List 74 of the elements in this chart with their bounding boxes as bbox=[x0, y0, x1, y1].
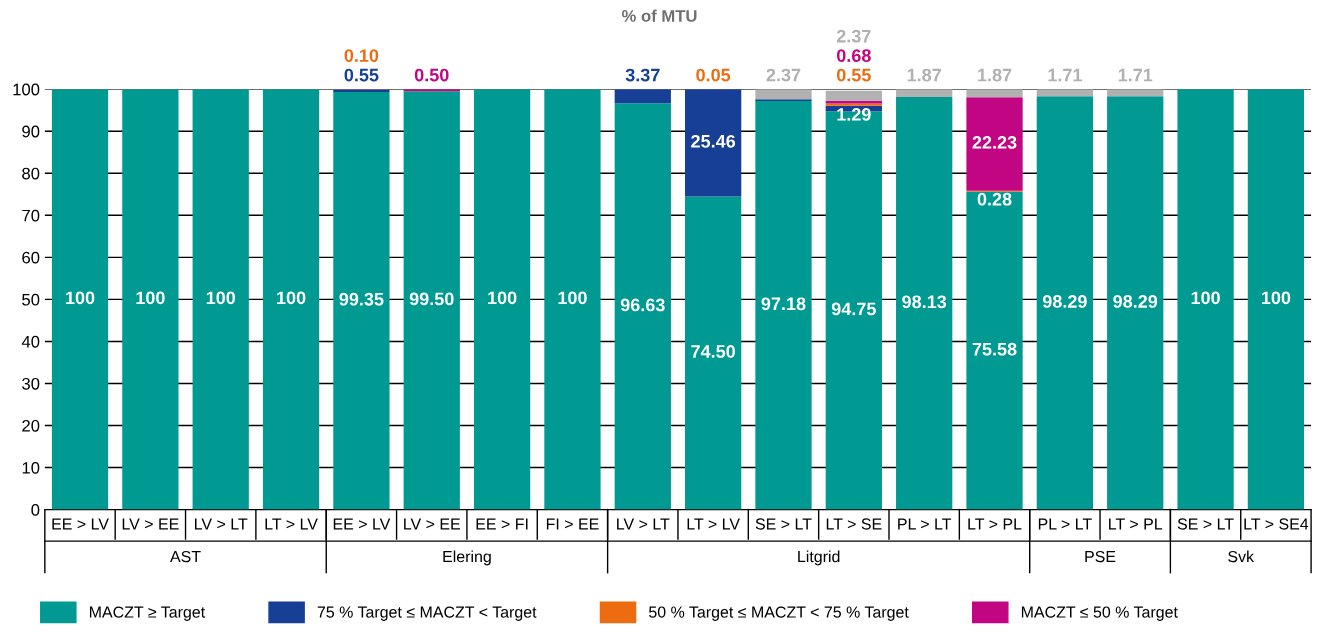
data-label: 98.29 bbox=[1042, 295, 1087, 308]
data-label: 100 bbox=[558, 291, 587, 305]
data-label: 99.35 bbox=[339, 292, 384, 306]
x-tick-label: SE > LT bbox=[1177, 518, 1234, 530]
x-tick-label: LV > EE bbox=[122, 518, 179, 530]
data-label: 100 bbox=[488, 291, 517, 305]
x-tick-label: SE > LT bbox=[755, 518, 812, 530]
data-label: 3.37 bbox=[625, 68, 660, 82]
legend-label: 75 % Target ≤ MACZT < Target bbox=[317, 606, 537, 621]
x-tick-label: LV > LT bbox=[195, 518, 248, 530]
data-label: 0.55 bbox=[836, 68, 871, 82]
x-tick-label: LT > SE4 bbox=[1244, 518, 1309, 530]
data-label: 25.46 bbox=[691, 134, 736, 148]
data-label: 0.68 bbox=[836, 49, 871, 62]
data-label: 0.05 bbox=[696, 68, 731, 82]
x-tick-label: LT > LV bbox=[687, 518, 740, 530]
text: Litgrid bbox=[798, 550, 840, 566]
data-label: 97.18 bbox=[761, 297, 806, 311]
x-tick-label: FI > EE bbox=[546, 518, 599, 530]
x-tick-label: LV > LT bbox=[617, 518, 670, 530]
data-label: 100 bbox=[1191, 291, 1220, 305]
x-tick-label: EE > LV bbox=[52, 518, 109, 530]
data-label: 100 bbox=[1261, 291, 1291, 305]
text: PSE bbox=[1085, 550, 1116, 563]
data-label: 94.75 bbox=[831, 302, 876, 316]
y-tick-label: 10 bbox=[22, 461, 40, 474]
text: Svk bbox=[1228, 550, 1255, 563]
data-label: 2.37 bbox=[836, 29, 871, 43]
y-tick-label: 20 bbox=[22, 419, 40, 432]
data-label: 74.50 bbox=[691, 345, 735, 358]
data-label: 98.29 bbox=[1113, 295, 1158, 308]
legend-label: 50 % Target ≤ MACZT < 75 % Target bbox=[649, 606, 909, 621]
data-label: 100 bbox=[136, 291, 165, 305]
x-tick-label: PL > LT bbox=[898, 518, 952, 530]
x-tick-label: LT > LV bbox=[265, 518, 318, 530]
data-label: 1.87 bbox=[907, 68, 941, 82]
x-tick-label: LV > EE bbox=[404, 518, 460, 530]
data-label: 0.55 bbox=[344, 68, 379, 82]
text: Elering bbox=[443, 550, 491, 566]
data-label: 22.23 bbox=[972, 136, 1017, 149]
data-label: 2.37 bbox=[766, 68, 801, 82]
data-label: 96.63 bbox=[620, 298, 665, 312]
data-label: 100 bbox=[206, 291, 236, 305]
x-tick-label: EE > LV bbox=[333, 518, 391, 530]
legend-label: MACZT ≥ Target bbox=[89, 606, 206, 621]
y-tick-label: 30 bbox=[22, 377, 40, 390]
x-tick-label: PL > LT bbox=[1038, 518, 1092, 530]
data-label: 100 bbox=[66, 291, 95, 305]
y-tick-label: 0 bbox=[31, 504, 40, 516]
y-tick-label: 80 bbox=[22, 167, 40, 180]
data-label: 75.58 bbox=[972, 342, 1017, 356]
data-label: 1.29 bbox=[837, 107, 871, 121]
chart-title: % of MTU bbox=[621, 9, 697, 22]
y-tick-label: 60 bbox=[22, 251, 40, 264]
y-tick-label: 100 bbox=[13, 83, 40, 96]
x-tick-label: LT > PL bbox=[1109, 518, 1163, 530]
data-label: 100 bbox=[277, 291, 306, 305]
data-label: 1.71 bbox=[1118, 68, 1153, 82]
data-label: 0.50 bbox=[414, 68, 449, 82]
data-label: 98.13 bbox=[902, 295, 947, 309]
y-tick-label: 70 bbox=[22, 209, 40, 222]
data-label: 99.50 bbox=[409, 292, 454, 306]
legend-label: MACZT ≤ 50 % Target bbox=[1021, 606, 1178, 621]
x-tick-label: LT > SE bbox=[826, 518, 882, 530]
x-tick-label: EE > FI bbox=[476, 518, 528, 530]
y-tick-label: 40 bbox=[21, 335, 40, 348]
data-label: 0.28 bbox=[977, 192, 1012, 206]
data-label: 0.10 bbox=[344, 49, 379, 62]
text: AST bbox=[170, 550, 201, 563]
data-label: 1.87 bbox=[978, 68, 1012, 82]
y-tick-label: 50 bbox=[22, 293, 40, 306]
x-tick-label: LT > PL bbox=[968, 518, 1022, 530]
y-tick-label: 90 bbox=[22, 125, 40, 138]
data-label: 1.71 bbox=[1048, 68, 1082, 82]
